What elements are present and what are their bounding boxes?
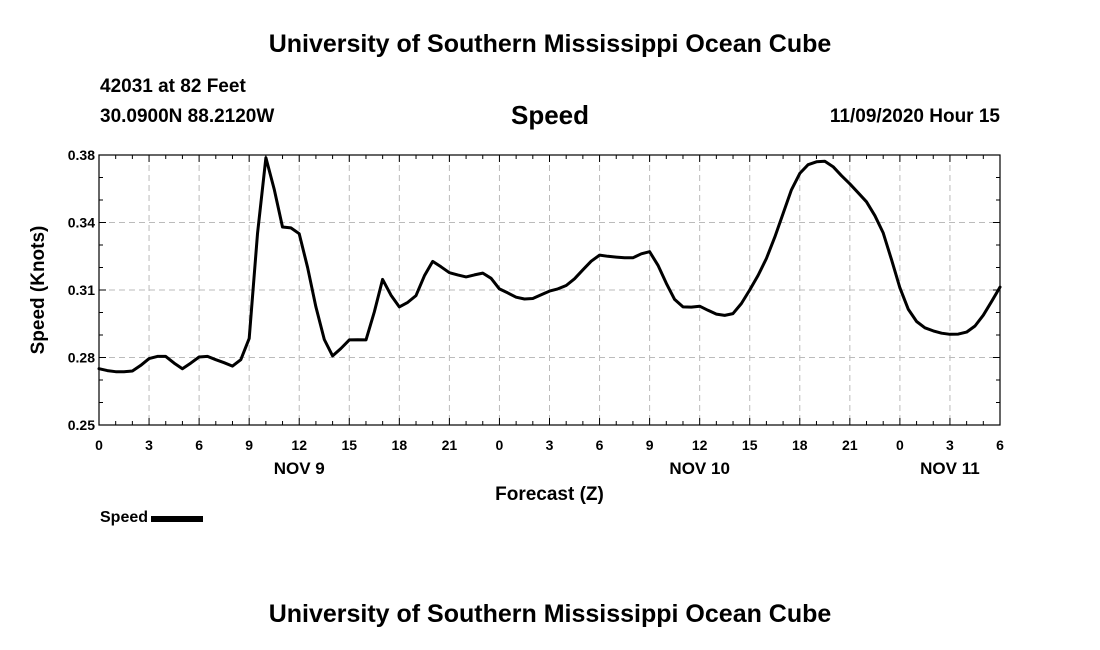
grid: [99, 155, 1000, 425]
y-tick-label: 0.38: [68, 147, 95, 163]
y-tick-label: 0.31: [68, 282, 95, 298]
footer-title: University of Southern Mississippi Ocean…: [268, 600, 832, 628]
x-tick-label: 0: [496, 437, 504, 453]
x-tick-label: 6: [596, 437, 604, 453]
legend-swatch: [151, 516, 204, 522]
x-tick-label: 18: [392, 437, 408, 453]
x-tick-label: 0: [95, 437, 103, 453]
x-tick-label: 0: [896, 437, 904, 453]
station-label: 42031 at 82 Feet: [100, 76, 246, 97]
x-tick-label: 3: [946, 437, 954, 453]
legend-label: Speed: [100, 509, 149, 526]
axis-labels: 0 3 6 9 12 15 18 21 0 3 6 9 12 15 18 21 0 3 6 0.25 0.28 0.31 0…: [28, 147, 1004, 505]
chart-title: Speed: [510, 100, 590, 130]
x-tick-label: 15: [742, 437, 758, 453]
y-tick-label: 0.34: [68, 215, 95, 231]
x-tick-label: 15: [341, 437, 357, 453]
x-tick-label: 3: [546, 437, 554, 453]
speed-series-line: [97, 156, 1002, 374]
day-label: NOV 9: [274, 459, 325, 478]
timestamp-label: 11/09/2020 Hour 15: [829, 106, 1000, 127]
y-axis-title: Speed (Knots): [28, 226, 49, 355]
x-tick-label: 3: [145, 437, 153, 453]
x-tick-label: 9: [646, 437, 654, 453]
y-tick-label: 0.28: [68, 350, 95, 366]
x-axis-title: Forecast (Z): [495, 484, 604, 505]
day-label: NOV 11: [920, 459, 980, 478]
x-tick-label: 6: [195, 437, 203, 453]
x-tick-label: 12: [692, 437, 708, 453]
header-title: University of Southern Mississippi Ocean…: [268, 30, 832, 58]
x-tick-label: 18: [792, 437, 808, 453]
x-tick-label: 9: [245, 437, 253, 453]
x-tick-label: 21: [842, 437, 858, 453]
x-tick-label: 12: [291, 437, 307, 453]
y-tick-label: 0.25: [68, 417, 95, 433]
legend: Speed: [100, 509, 204, 527]
x-tick-label: 6: [996, 437, 1004, 453]
axis-ticks: [98, 154, 1001, 426]
x-tick-label: 21: [442, 437, 458, 453]
day-label: NOV 10: [669, 459, 729, 478]
coordinates-label: 30.0900N 88.2120W: [100, 106, 275, 127]
